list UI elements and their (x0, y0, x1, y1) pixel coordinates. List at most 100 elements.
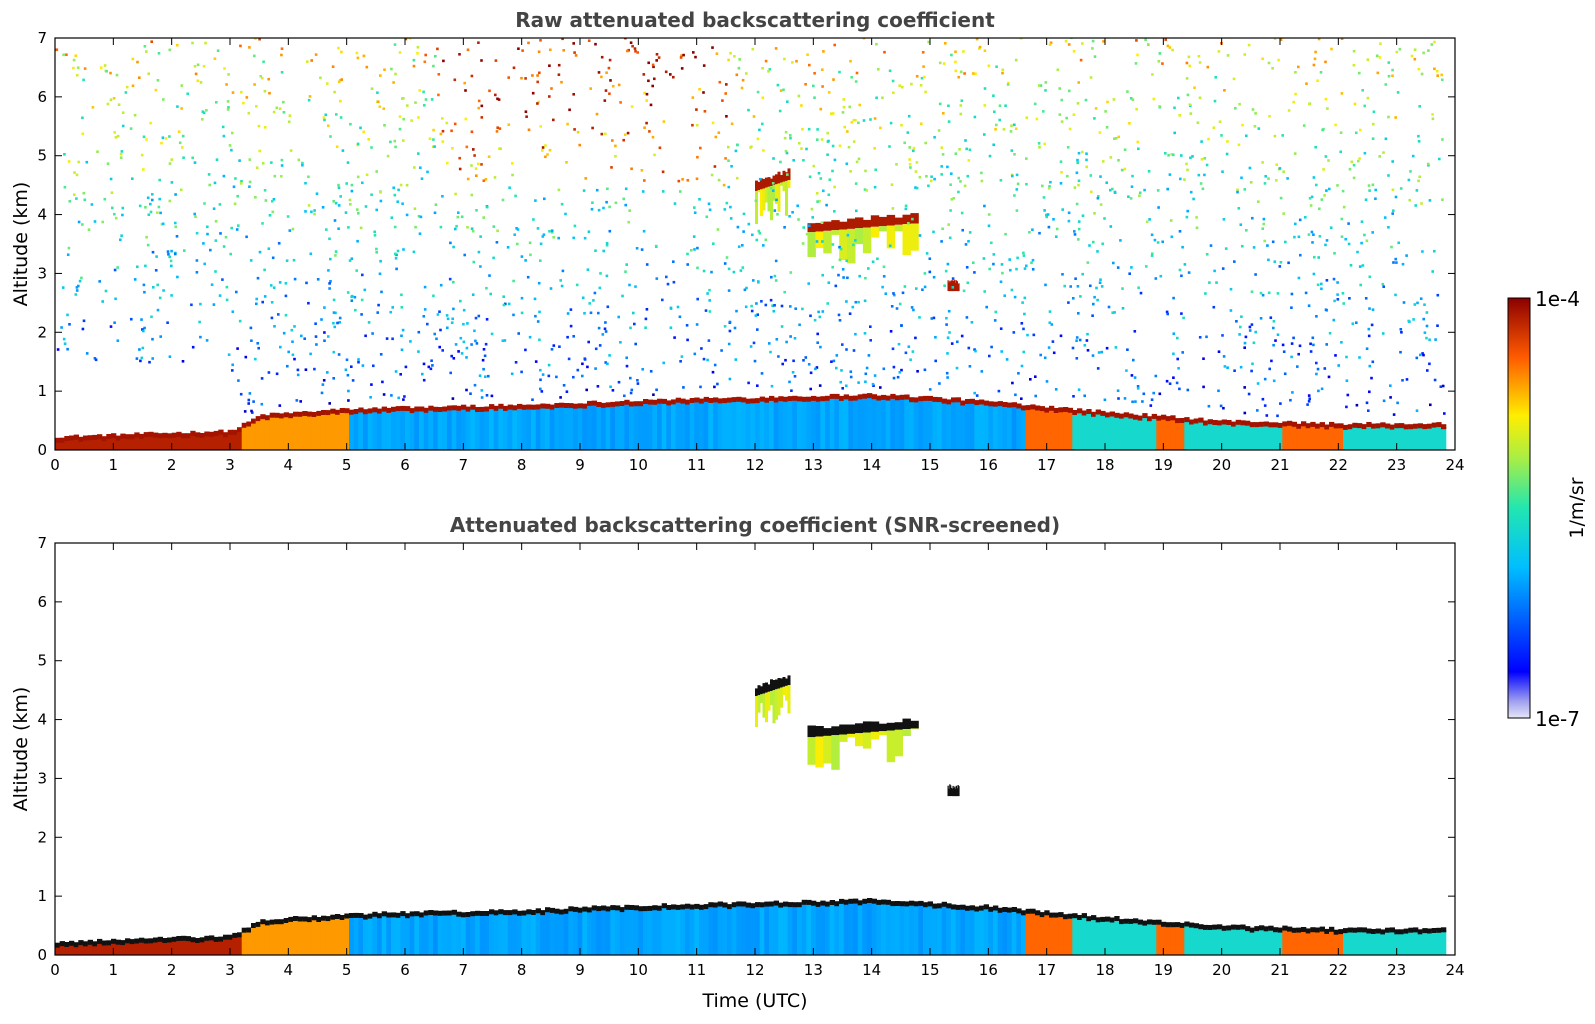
noise-pixel (376, 100, 380, 103)
noise-pixel (864, 380, 867, 384)
noise-pixel (1419, 297, 1423, 300)
noise-pixel (1318, 235, 1322, 238)
boundary-layer-top (671, 904, 677, 910)
boundary-layer-top (209, 431, 215, 437)
noise-pixel (916, 370, 919, 373)
boundary-layer-top (923, 902, 929, 908)
noise-pixel (1077, 312, 1080, 315)
boundary-layer-top (1385, 423, 1391, 429)
panel-raw: Raw attenuated backscattering coefficien… (10, 8, 1465, 474)
noise-pixel (930, 175, 933, 178)
noise-pixel (1076, 158, 1079, 162)
noise-pixel (1004, 104, 1007, 107)
noise-pixel (973, 391, 976, 395)
boundary-layer-top (591, 905, 597, 911)
noise-pixel (459, 299, 462, 303)
noise-pixel (238, 319, 242, 323)
noise-pixel (114, 297, 117, 301)
noise-pixel (1264, 175, 1267, 178)
boundary-layer-top (1203, 924, 1209, 930)
noise-pixel (980, 370, 984, 373)
noise-pixel (624, 38, 627, 40)
noise-pixel (1013, 153, 1016, 156)
noise-pixel (1077, 227, 1081, 231)
noise-pixel (725, 115, 728, 118)
boundary-layer-column (577, 406, 583, 450)
boundary-layer-top (610, 401, 616, 407)
noise-pixel (1092, 302, 1095, 306)
noise-pixel (771, 182, 775, 185)
noise-pixel (452, 357, 456, 360)
noise-pixel (98, 280, 101, 283)
noise-pixel (539, 259, 542, 262)
noise-pixel (433, 332, 436, 336)
noise-pixel (562, 49, 565, 52)
noise-pixel (932, 230, 935, 234)
boundary-layer-column (479, 409, 485, 450)
noise-pixel (585, 388, 588, 392)
noise-pixel (789, 271, 793, 274)
noise-pixel (845, 259, 848, 263)
cloud-layer-cell (807, 725, 816, 738)
boundary-layer-top (1235, 419, 1241, 425)
noise-pixel (1030, 261, 1033, 265)
noise-pixel (1352, 176, 1356, 180)
noise-pixel (1088, 244, 1091, 247)
noise-pixel (1294, 222, 1297, 226)
noise-pixel (634, 342, 637, 346)
noise-pixel (1368, 189, 1371, 192)
noise-pixel (643, 91, 646, 95)
cloud-virga-cell (862, 227, 872, 254)
noise-pixel (445, 121, 449, 125)
noise-pixel (230, 148, 233, 152)
noise-pixel (124, 91, 128, 94)
noise-pixel (992, 143, 995, 147)
noise-pixel (316, 278, 320, 281)
noise-pixel (680, 355, 684, 358)
noise-pixel (1367, 409, 1370, 412)
noise-pixel (250, 339, 253, 342)
noise-pixel (399, 183, 403, 187)
noise-pixel (345, 358, 349, 362)
boundary-layer-top (680, 904, 686, 910)
noise-pixel (502, 295, 505, 298)
boundary-layer-top (834, 393, 840, 399)
boundary-layer-top (1338, 929, 1344, 935)
noise-pixel (914, 170, 918, 173)
boundary-layer-top (778, 396, 784, 402)
noise-pixel (713, 165, 717, 168)
boundary-layer-top (447, 910, 453, 916)
noise-pixel (119, 156, 123, 159)
cloud-layer-cell (950, 787, 953, 796)
noise-pixel (340, 78, 343, 81)
noise-pixel (912, 149, 915, 153)
noise-pixel (1099, 203, 1103, 206)
noise-pixel (296, 368, 300, 372)
noise-pixel (396, 200, 399, 203)
noise-pixel (768, 68, 772, 71)
noise-pixel (1244, 335, 1248, 339)
noise-pixel (130, 317, 133, 321)
boundary-layer-top (750, 903, 756, 909)
noise-pixel (248, 392, 252, 395)
noise-pixel (1317, 38, 1321, 41)
boundary-layer-column (946, 906, 952, 955)
noise-pixel (235, 290, 238, 294)
boundary-layer-column (167, 436, 173, 450)
cloud-layer-cell (902, 214, 911, 225)
noise-pixel (550, 348, 554, 351)
boundary-layer-top (1189, 922, 1195, 928)
boundary-layer-column (1184, 420, 1190, 450)
boundary-layer-top (1417, 929, 1423, 935)
x-tick-label: 24 (1445, 961, 1464, 979)
noise-pixel (1294, 92, 1297, 96)
noise-pixel (398, 127, 402, 131)
noise-pixel (1116, 389, 1120, 392)
noise-pixel (1417, 67, 1421, 71)
noise-pixel (121, 111, 125, 114)
boundary-layer-top (498, 909, 504, 915)
cloud-virga-cell (775, 689, 778, 720)
noise-pixel (974, 349, 977, 353)
noise-pixel (339, 116, 343, 119)
noise-pixel (113, 131, 116, 134)
